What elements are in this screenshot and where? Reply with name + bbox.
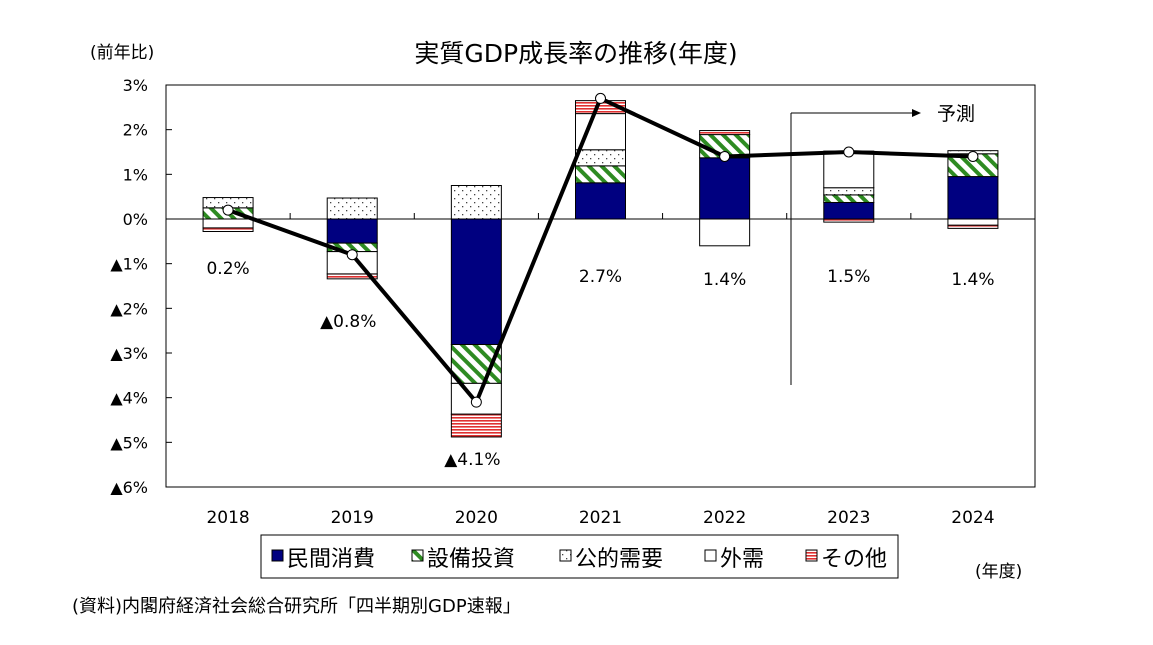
legend-swatch (805, 549, 818, 562)
bar-segment-2024 (947, 224, 999, 229)
y-axis-label: (前年比) (90, 43, 154, 63)
legend-swatch (411, 549, 424, 562)
line-point (470, 396, 482, 408)
y-tick-label: 0% (123, 210, 148, 229)
y-tick-label: ▲4% (110, 389, 148, 408)
x-tick-label: 2018 (206, 508, 249, 528)
bar-segment-2020 (450, 218, 502, 346)
legend-label: 公的需要 (575, 547, 663, 572)
x-tick-label: 2022 (703, 508, 746, 528)
bar-segment-2018 (202, 227, 254, 233)
data-label: ▲0.8% (320, 312, 376, 332)
bar-segment-2023 (823, 187, 875, 196)
y-tick-label: ▲5% (110, 433, 148, 452)
source-note: (資料)内閣府経済社会総合研究所「四半期別GDP速報」 (72, 596, 521, 617)
legend-label: 設備投資 (427, 547, 515, 572)
bar-segment-2023 (823, 201, 875, 220)
x-tick-label: 2021 (579, 508, 622, 528)
bar-segment-2020 (450, 413, 502, 438)
legend-label: 外需 (720, 547, 764, 572)
arrow-right-icon (912, 109, 921, 117)
bar-segment-2022 (699, 218, 751, 247)
x-tick-label: 2024 (951, 508, 994, 528)
legend: 民間消費 設備投資 公的需要 外需 その他 (260, 534, 899, 579)
bar-segment-2022 (699, 157, 751, 220)
bar-segment-2019 (326, 218, 378, 244)
line-point (222, 204, 234, 216)
bar-segment-2020 (450, 185, 502, 220)
legend-swatch (271, 549, 284, 562)
line-point (719, 150, 731, 162)
bar-segment-2019 (326, 273, 378, 280)
bar-segment-2021 (575, 149, 626, 167)
forecast-label: 予測 (937, 103, 975, 125)
bar-segment-2024 (947, 176, 999, 220)
x-tick-label: 2023 (827, 508, 870, 528)
legend-label: その他 (821, 547, 887, 572)
bar-segment-2019 (326, 197, 378, 220)
data-label: 2.7% (579, 267, 622, 287)
x-axis-label: (年度) (975, 562, 1022, 582)
legend-label: 民間消費 (287, 547, 375, 572)
line-point (967, 150, 979, 162)
line-point (843, 146, 855, 158)
y-tick-label: ▲2% (110, 299, 148, 318)
line-point (595, 92, 606, 104)
y-tick-label: 1% (123, 165, 148, 184)
y-tick-label: 3% (123, 76, 148, 95)
x-tick-label: 2019 (331, 508, 374, 528)
bar-segment-2021 (575, 182, 626, 220)
bar-segment-2021 (575, 165, 626, 184)
forecast-annotation: 予測 (790, 103, 975, 385)
bar-segment-2023 (823, 194, 875, 203)
plot-area (165, 84, 1036, 488)
data-label: ▲4.1% (444, 450, 500, 470)
legend-swatch (559, 549, 572, 562)
data-label: 1.4% (951, 270, 994, 290)
y-tick-label: ▲6% (110, 478, 148, 497)
data-label: 1.5% (827, 267, 870, 287)
y-tick-label: ▲3% (110, 344, 148, 363)
chart-title: 実質GDP成長率の推移(年度) (414, 39, 737, 68)
bar-segment-2024 (947, 218, 999, 226)
legend-swatch (704, 549, 717, 562)
data-label: 1.4% (703, 270, 746, 290)
x-tick-label: 2020 (455, 508, 498, 528)
line-point (346, 249, 358, 261)
data-label: 0.2% (206, 259, 249, 279)
y-tick-label: 2% (123, 121, 148, 140)
y-tick-label: ▲1% (110, 255, 148, 274)
bar-segment-2018 (202, 218, 254, 229)
bar-segment-2022 (699, 130, 751, 136)
